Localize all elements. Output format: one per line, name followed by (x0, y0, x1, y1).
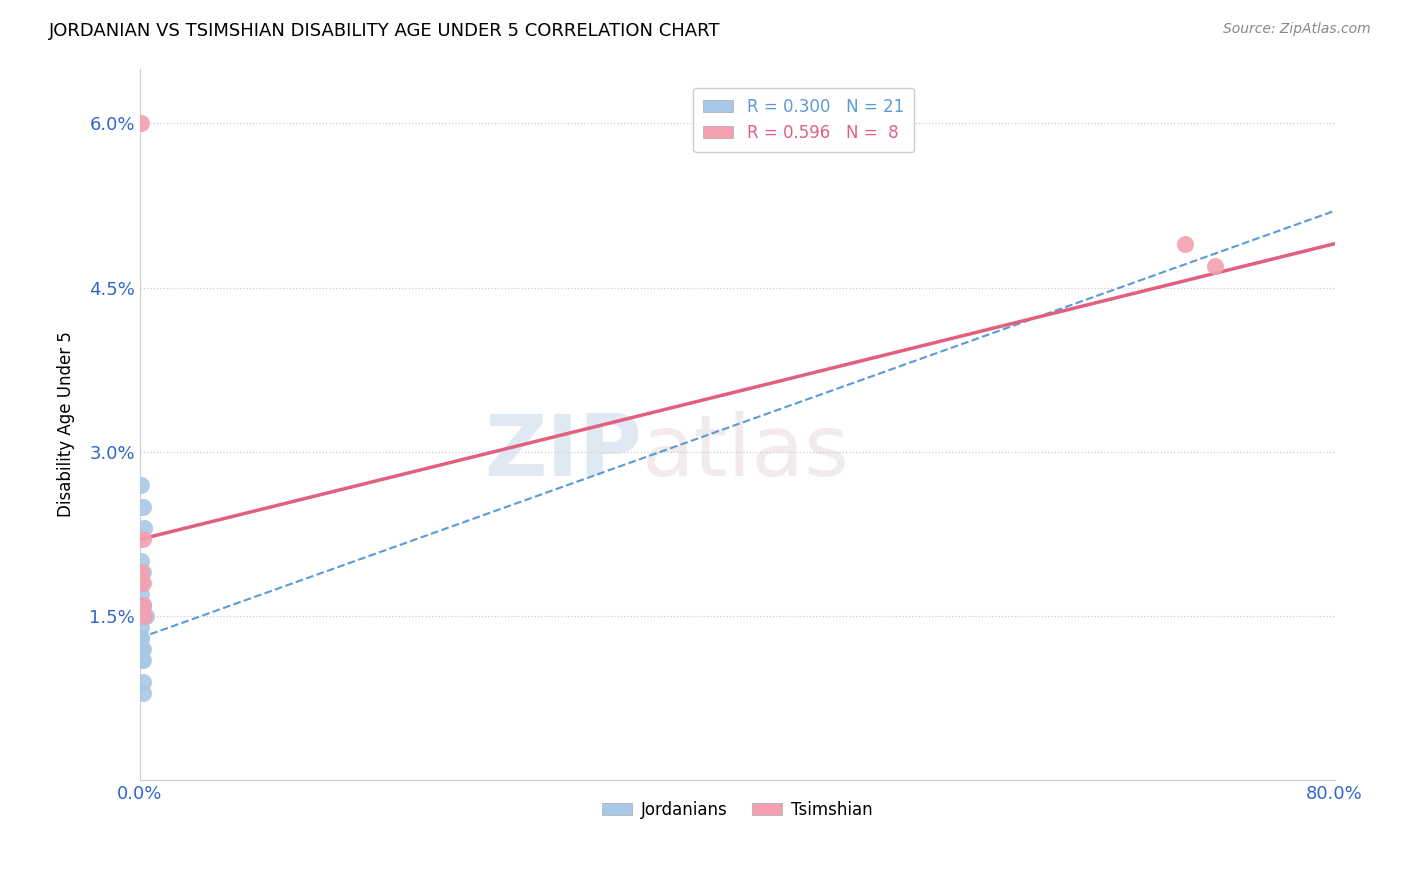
Text: atlas: atlas (641, 411, 849, 494)
Point (129, 554, 152, 568)
Point (132, 641, 155, 656)
Point (129, 620, 152, 634)
Point (1174, 236, 1197, 251)
Point (129, 609, 152, 624)
Point (132, 598, 155, 612)
Point (132, 598, 155, 612)
Point (134, 609, 156, 624)
Point (129, 566, 152, 580)
Point (132, 598, 155, 612)
Point (135, 609, 157, 624)
Point (129, 587, 152, 601)
Point (129, 653, 152, 667)
Text: Source: ZipAtlas.com: Source: ZipAtlas.com (1223, 22, 1371, 37)
Point (134, 521, 156, 535)
Point (129, 631, 152, 645)
Point (129, 477, 152, 491)
Point (132, 576, 155, 591)
Point (129, 116, 152, 130)
Point (132, 674, 155, 689)
Point (132, 566, 155, 580)
Point (132, 533, 155, 547)
Text: ZIP: ZIP (484, 411, 641, 494)
Point (132, 500, 155, 514)
Point (129, 641, 152, 656)
Point (1204, 259, 1226, 273)
Point (129, 631, 152, 645)
Point (134, 609, 156, 624)
Point (132, 686, 155, 700)
Point (129, 576, 152, 591)
Y-axis label: Disability Age Under 5: Disability Age Under 5 (58, 332, 75, 517)
Point (132, 653, 155, 667)
Text: JORDANIAN VS TSIMSHIAN DISABILITY AGE UNDER 5 CORRELATION CHART: JORDANIAN VS TSIMSHIAN DISABILITY AGE UN… (49, 22, 721, 40)
Legend: Jordanians, Tsimshian: Jordanians, Tsimshian (596, 794, 879, 825)
